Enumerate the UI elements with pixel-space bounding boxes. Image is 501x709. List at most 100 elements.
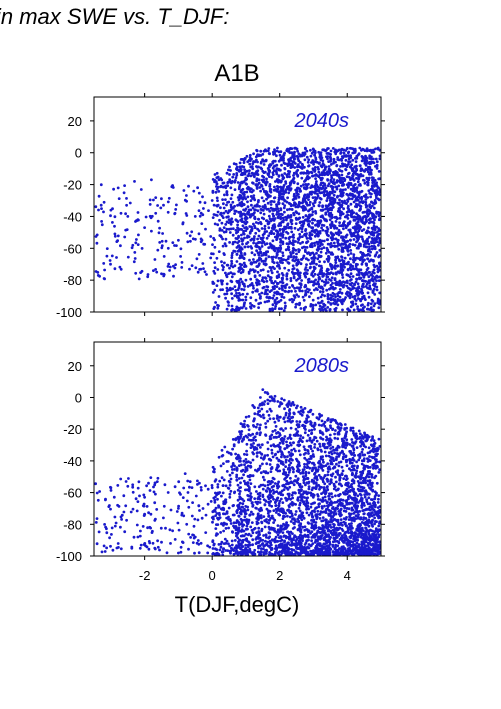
data-point — [272, 214, 275, 218]
data-point — [339, 177, 343, 180]
data-point — [217, 250, 221, 254]
data-point — [348, 228, 352, 232]
data-point — [297, 195, 301, 199]
data-point — [228, 495, 232, 499]
data-point — [301, 240, 304, 244]
data-point — [277, 224, 280, 228]
data-point — [377, 232, 381, 236]
data-point — [344, 296, 347, 299]
data-point — [219, 279, 223, 282]
data-point — [377, 229, 380, 233]
data-point — [331, 147, 335, 150]
data-point — [309, 280, 312, 284]
y-tick-label: -100 — [56, 305, 82, 320]
data-point — [344, 478, 348, 481]
data-point — [320, 173, 324, 177]
data-point — [295, 302, 299, 306]
data-point — [299, 307, 303, 310]
data-point — [241, 158, 244, 161]
data-point — [281, 251, 285, 255]
data-point — [276, 232, 280, 236]
data-point — [300, 289, 304, 293]
data-point — [282, 206, 286, 210]
data-point — [196, 270, 200, 274]
data-point — [260, 291, 264, 295]
data-point — [327, 257, 331, 260]
data-point — [352, 286, 356, 290]
data-point — [265, 177, 268, 181]
data-point — [337, 158, 341, 162]
data-point — [276, 146, 279, 150]
data-point — [102, 262, 106, 265]
data-point — [302, 197, 306, 201]
data-point — [303, 232, 307, 236]
data-point — [244, 229, 248, 233]
data-point — [337, 270, 341, 274]
data-point — [268, 183, 272, 186]
data-point — [136, 535, 140, 539]
data-point — [372, 220, 375, 224]
data-point — [272, 521, 275, 524]
data-point — [267, 255, 271, 259]
data-point — [240, 228, 244, 231]
data-point — [279, 150, 283, 154]
data-point — [229, 222, 233, 226]
data-point — [361, 273, 365, 277]
data-point — [279, 190, 282, 193]
data-point — [262, 180, 265, 184]
data-point — [332, 237, 335, 241]
data-point — [155, 270, 159, 274]
data-point — [272, 208, 276, 211]
data-point — [310, 428, 314, 432]
data-point — [365, 282, 369, 286]
data-point — [195, 257, 199, 261]
data-point — [234, 218, 238, 222]
data-point — [300, 205, 304, 209]
data-point — [364, 193, 368, 197]
data-point — [377, 186, 380, 190]
data-point — [325, 155, 328, 159]
data-point — [180, 266, 184, 269]
data-point — [364, 272, 367, 275]
data-point — [285, 218, 288, 222]
data-point — [318, 304, 322, 308]
data-point — [370, 240, 373, 244]
data-point — [341, 263, 345, 267]
data-point — [351, 226, 355, 230]
data-point — [225, 460, 229, 463]
data-point — [213, 222, 217, 226]
data-point — [297, 273, 300, 277]
data-point — [342, 177, 346, 180]
data-point — [340, 255, 343, 258]
data-point — [262, 252, 266, 255]
data-point — [369, 302, 373, 306]
data-point — [251, 167, 255, 171]
data-point — [210, 199, 214, 202]
data-point — [231, 241, 235, 244]
data-point — [327, 213, 331, 217]
data-point — [353, 147, 357, 151]
data-point — [352, 171, 356, 175]
data-point — [166, 200, 170, 204]
data-point — [169, 542, 172, 545]
data-point — [316, 234, 320, 238]
data-point — [296, 269, 300, 273]
data-point — [252, 222, 255, 226]
data-point — [312, 253, 316, 257]
data-point — [313, 199, 317, 203]
data-point — [243, 168, 247, 172]
data-point — [349, 249, 353, 252]
data-point — [320, 187, 323, 191]
data-point — [284, 180, 287, 184]
data-point — [292, 298, 296, 302]
data-point — [333, 264, 337, 268]
data-point — [310, 229, 314, 233]
data-point — [371, 228, 375, 231]
data-point — [276, 190, 279, 193]
data-point — [214, 213, 218, 217]
data-point — [280, 284, 284, 288]
data-point — [222, 206, 226, 210]
data-point — [119, 244, 122, 248]
data-point — [333, 224, 337, 228]
data-point — [156, 248, 160, 252]
